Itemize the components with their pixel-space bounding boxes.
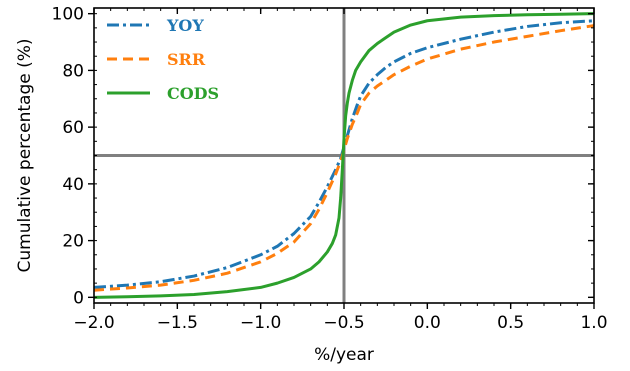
y-tick-label: 20	[62, 232, 84, 252]
legend-label-cods: CODS	[167, 84, 219, 103]
y-tick-label: 0	[73, 288, 84, 308]
y-tick-label: 60	[62, 118, 84, 138]
legend-label-srr: SRR	[167, 50, 206, 69]
series-line-cods	[94, 12, 594, 299]
legend: YOY SRR CODS	[107, 16, 219, 103]
y-axis: 0 20 40 60 80 100	[52, 5, 594, 308]
y-axis-label: Cumulative percentage (%)	[15, 38, 35, 272]
x-tick-label: −2.0	[73, 313, 114, 333]
series-layer	[94, 12, 594, 299]
x-axis-label: %/year	[314, 345, 374, 365]
x-tick-label: 0.0	[414, 313, 441, 333]
y-tick-label: 100	[52, 5, 84, 25]
legend-label-yoy: YOY	[166, 16, 204, 35]
y-tick-label: 80	[62, 61, 84, 81]
series-line-srr	[94, 24, 594, 292]
x-tick-label: 1.0	[580, 313, 607, 333]
x-tick-label: −1.5	[157, 313, 198, 333]
x-tick-label: −0.5	[323, 313, 364, 333]
x-tick-label: 0.5	[497, 313, 524, 333]
x-axis: −2.0 −1.5 −1.0 −0.5 0.0 0.5 1.0	[73, 8, 608, 333]
y-tick-label: 40	[62, 175, 84, 195]
x-tick-label: −1.0	[240, 313, 281, 333]
